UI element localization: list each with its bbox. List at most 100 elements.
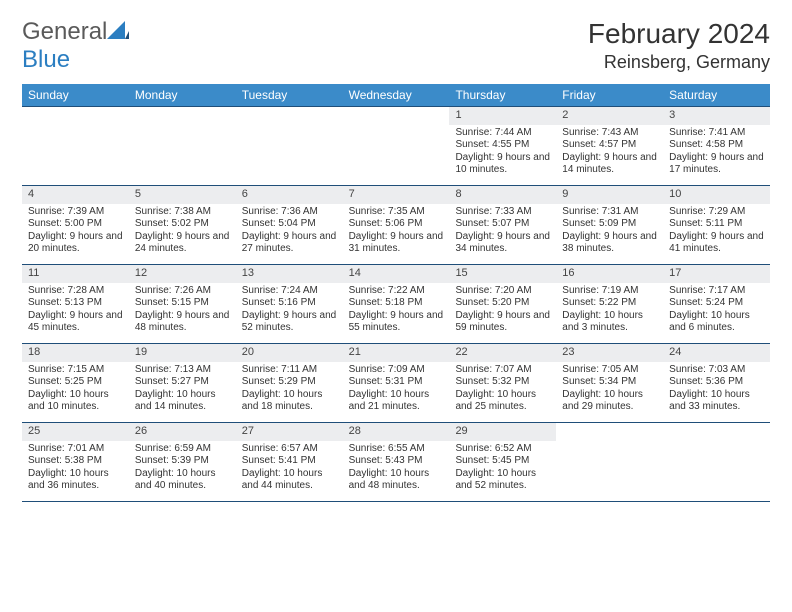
day-details: Sunrise: 7:03 AMSunset: 5:36 PMDaylight:… xyxy=(663,362,770,418)
sunset-label: Sunset: 5:09 PM xyxy=(562,218,657,231)
day-number: 5 xyxy=(129,186,236,204)
sunrise-label: Sunrise: 7:28 AM xyxy=(28,285,123,298)
daylight-label: Daylight: 10 hours and 6 minutes. xyxy=(669,310,764,335)
calendar-cell: 13Sunrise: 7:24 AMSunset: 5:16 PMDayligh… xyxy=(236,265,343,343)
calendar-cell: 9Sunrise: 7:31 AMSunset: 5:09 PMDaylight… xyxy=(556,186,663,264)
day-number: 9 xyxy=(556,186,663,204)
brand-text: General Blue xyxy=(22,18,129,74)
day-details: Sunrise: 7:28 AMSunset: 5:13 PMDaylight:… xyxy=(22,283,129,339)
day-details: Sunrise: 7:15 AMSunset: 5:25 PMDaylight:… xyxy=(22,362,129,418)
sunset-label: Sunset: 5:15 PM xyxy=(135,297,230,310)
page-header: General Blue February 2024 Reinsberg, Ge… xyxy=(22,18,770,74)
sunrise-label: Sunrise: 7:38 AM xyxy=(135,206,230,219)
sunset-label: Sunset: 5:07 PM xyxy=(455,218,550,231)
daylight-label: Daylight: 10 hours and 52 minutes. xyxy=(455,468,550,493)
sunset-label: Sunset: 5:36 PM xyxy=(669,376,764,389)
day-details: Sunrise: 7:31 AMSunset: 5:09 PMDaylight:… xyxy=(556,204,663,260)
day-number: 20 xyxy=(236,344,343,362)
sunrise-label: Sunrise: 7:41 AM xyxy=(669,127,764,140)
day-number: 6 xyxy=(236,186,343,204)
daylight-label: Daylight: 10 hours and 3 minutes. xyxy=(562,310,657,335)
daylight-label: Daylight: 9 hours and 45 minutes. xyxy=(28,310,123,335)
day-details: Sunrise: 7:09 AMSunset: 5:31 PMDaylight:… xyxy=(343,362,450,418)
day-details: Sunrise: 7:07 AMSunset: 5:32 PMDaylight:… xyxy=(449,362,556,418)
brand-text-b: Blue xyxy=(22,46,70,73)
sunset-label: Sunset: 5:34 PM xyxy=(562,376,657,389)
day-number: 21 xyxy=(343,344,450,362)
day-details: Sunrise: 7:43 AMSunset: 4:57 PMDaylight:… xyxy=(556,125,663,181)
sunrise-label: Sunrise: 7:44 AM xyxy=(455,127,550,140)
sunrise-label: Sunrise: 7:03 AM xyxy=(669,364,764,377)
sunrise-label: Sunrise: 7:17 AM xyxy=(669,285,764,298)
daylight-label: Daylight: 10 hours and 48 minutes. xyxy=(349,468,444,493)
daylight-label: Daylight: 10 hours and 36 minutes. xyxy=(28,468,123,493)
daylight-label: Daylight: 10 hours and 33 minutes. xyxy=(669,389,764,414)
day-details: Sunrise: 7:39 AMSunset: 5:00 PMDaylight:… xyxy=(22,204,129,260)
calendar-week: 18Sunrise: 7:15 AMSunset: 5:25 PMDayligh… xyxy=(22,343,770,422)
day-of-week-label: Thursday xyxy=(449,84,556,106)
calendar-cell-empty xyxy=(343,107,450,185)
sunset-label: Sunset: 5:20 PM xyxy=(455,297,550,310)
sunrise-label: Sunrise: 7:05 AM xyxy=(562,364,657,377)
day-details: Sunrise: 7:05 AMSunset: 5:34 PMDaylight:… xyxy=(556,362,663,418)
day-of-week-label: Friday xyxy=(556,84,663,106)
month-title: February 2024 xyxy=(588,18,770,50)
sunset-label: Sunset: 4:58 PM xyxy=(669,139,764,152)
sunset-label: Sunset: 5:00 PM xyxy=(28,218,123,231)
calendar-cell-empty xyxy=(236,107,343,185)
sunset-label: Sunset: 5:16 PM xyxy=(242,297,337,310)
daylight-label: Daylight: 9 hours and 31 minutes. xyxy=(349,231,444,256)
day-details: Sunrise: 7:44 AMSunset: 4:55 PMDaylight:… xyxy=(449,125,556,181)
sunset-label: Sunset: 5:29 PM xyxy=(242,376,337,389)
sunrise-label: Sunrise: 7:35 AM xyxy=(349,206,444,219)
sunset-label: Sunset: 5:32 PM xyxy=(455,376,550,389)
daylight-label: Daylight: 9 hours and 59 minutes. xyxy=(455,310,550,335)
sunrise-label: Sunrise: 7:09 AM xyxy=(349,364,444,377)
sunrise-label: Sunrise: 7:36 AM xyxy=(242,206,337,219)
calendar-cell-empty xyxy=(556,423,663,501)
sunset-label: Sunset: 5:41 PM xyxy=(242,455,337,468)
sunset-label: Sunset: 5:24 PM xyxy=(669,297,764,310)
day-details: Sunrise: 7:20 AMSunset: 5:20 PMDaylight:… xyxy=(449,283,556,339)
daylight-label: Daylight: 9 hours and 41 minutes. xyxy=(669,231,764,256)
calendar-week: 4Sunrise: 7:39 AMSunset: 5:00 PMDaylight… xyxy=(22,185,770,264)
calendar-cell-empty xyxy=(129,107,236,185)
calendar-body: 1Sunrise: 7:44 AMSunset: 4:55 PMDaylight… xyxy=(22,106,770,502)
calendar-cell: 29Sunrise: 6:52 AMSunset: 5:45 PMDayligh… xyxy=(449,423,556,501)
sunrise-label: Sunrise: 7:26 AM xyxy=(135,285,230,298)
sunrise-label: Sunrise: 7:39 AM xyxy=(28,206,123,219)
day-details: Sunrise: 7:17 AMSunset: 5:24 PMDaylight:… xyxy=(663,283,770,339)
sunrise-label: Sunrise: 7:22 AM xyxy=(349,285,444,298)
day-of-week-label: Sunday xyxy=(22,84,129,106)
sunrise-label: Sunrise: 7:31 AM xyxy=(562,206,657,219)
day-details: Sunrise: 7:35 AMSunset: 5:06 PMDaylight:… xyxy=(343,204,450,260)
daylight-label: Daylight: 9 hours and 34 minutes. xyxy=(455,231,550,256)
title-block: February 2024 Reinsberg, Germany xyxy=(588,18,770,73)
calendar-cell: 4Sunrise: 7:39 AMSunset: 5:00 PMDaylight… xyxy=(22,186,129,264)
calendar-cell: 3Sunrise: 7:41 AMSunset: 4:58 PMDaylight… xyxy=(663,107,770,185)
sunset-label: Sunset: 5:45 PM xyxy=(455,455,550,468)
sunset-label: Sunset: 5:31 PM xyxy=(349,376,444,389)
calendar-cell: 8Sunrise: 7:33 AMSunset: 5:07 PMDaylight… xyxy=(449,186,556,264)
calendar-cell: 28Sunrise: 6:55 AMSunset: 5:43 PMDayligh… xyxy=(343,423,450,501)
sunset-label: Sunset: 5:39 PM xyxy=(135,455,230,468)
brand-text-a: General xyxy=(22,18,107,45)
calendar-cell: 24Sunrise: 7:03 AMSunset: 5:36 PMDayligh… xyxy=(663,344,770,422)
calendar-cell: 18Sunrise: 7:15 AMSunset: 5:25 PMDayligh… xyxy=(22,344,129,422)
brand-logo: General Blue xyxy=(22,18,129,74)
calendar-cell: 27Sunrise: 6:57 AMSunset: 5:41 PMDayligh… xyxy=(236,423,343,501)
day-number: 28 xyxy=(343,423,450,441)
sunrise-label: Sunrise: 7:43 AM xyxy=(562,127,657,140)
day-details: Sunrise: 7:24 AMSunset: 5:16 PMDaylight:… xyxy=(236,283,343,339)
daylight-label: Daylight: 10 hours and 18 minutes. xyxy=(242,389,337,414)
calendar-cell: 2Sunrise: 7:43 AMSunset: 4:57 PMDaylight… xyxy=(556,107,663,185)
day-details: Sunrise: 7:22 AMSunset: 5:18 PMDaylight:… xyxy=(343,283,450,339)
day-number: 12 xyxy=(129,265,236,283)
day-number: 3 xyxy=(663,107,770,125)
day-number: 29 xyxy=(449,423,556,441)
calendar-cell: 21Sunrise: 7:09 AMSunset: 5:31 PMDayligh… xyxy=(343,344,450,422)
day-number: 8 xyxy=(449,186,556,204)
day-number: 7 xyxy=(343,186,450,204)
sunset-label: Sunset: 5:25 PM xyxy=(28,376,123,389)
calendar-cell: 6Sunrise: 7:36 AMSunset: 5:04 PMDaylight… xyxy=(236,186,343,264)
